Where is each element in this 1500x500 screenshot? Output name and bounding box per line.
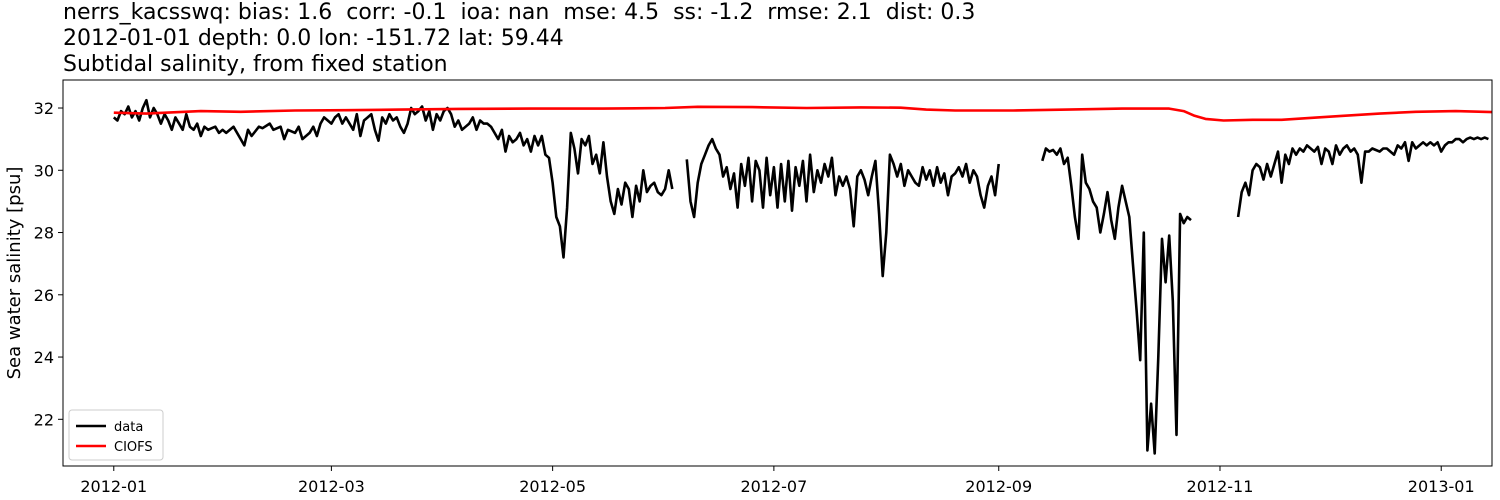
x-tick-label: 2012-11 bbox=[1187, 477, 1254, 496]
chart-title-line-1: nerrs_kacsswq: bias: 1.6 corr: -0.1 ioa:… bbox=[63, 0, 976, 25]
chart-title-line-3: Subtidal salinity, from fixed station bbox=[63, 52, 448, 77]
x-tick-label: 2012-01 bbox=[80, 477, 147, 496]
y-tick-label: 32 bbox=[34, 99, 54, 118]
x-tick-label: 2012-05 bbox=[519, 477, 586, 496]
chart-title-block: nerrs_kacsswq: bias: 1.6 corr: -0.1 ioa:… bbox=[63, 0, 975, 78]
series-line-data bbox=[112, 98, 1489, 455]
legend-box bbox=[68, 409, 164, 461]
x-tick-label: 2012-03 bbox=[298, 477, 365, 496]
y-tick-label: 22 bbox=[34, 410, 54, 429]
x-tick-label: 2012-09 bbox=[965, 477, 1032, 496]
y-axis-label: Sea water salinity [psu] bbox=[4, 167, 25, 380]
plot-frame bbox=[62, 79, 1493, 467]
y-tick-label: 24 bbox=[34, 348, 54, 367]
x-tick-label: 2013-01 bbox=[1408, 477, 1475, 496]
chart-title-line-2: 2012-01-01 depth: 0.0 lon: -151.72 lat: … bbox=[63, 26, 564, 51]
plot-lines bbox=[112, 98, 1492, 455]
legend-label-ciofs: CIOFS bbox=[114, 440, 153, 455]
y-axis: 22 24 26 28 30 32 bbox=[34, 99, 63, 429]
legend: data CIOFS bbox=[68, 409, 164, 461]
y-tick-label: 30 bbox=[34, 161, 54, 180]
series-line-ciofs bbox=[113, 105, 1492, 122]
legend-label-data: data bbox=[114, 420, 143, 435]
y-tick-label: 26 bbox=[34, 286, 54, 305]
y-tick-label: 28 bbox=[34, 224, 54, 243]
x-axis: 2012-01 2012-03 2012-05 2012-07 2012-09 2012-… bbox=[80, 466, 1475, 496]
x-tick-label: 2012-07 bbox=[740, 477, 807, 496]
